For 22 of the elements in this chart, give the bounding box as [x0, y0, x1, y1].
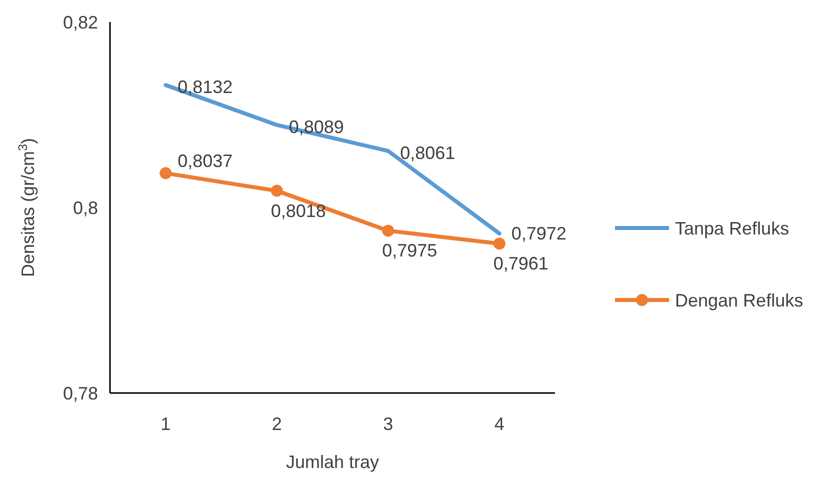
x-axis-title: Jumlah tray [286, 452, 380, 472]
data-label: 0,8132 [178, 77, 233, 98]
data-label: 0,8018 [270, 200, 326, 221]
x-tick-label: 4 [494, 414, 504, 434]
data-label: 0,7972 [511, 223, 566, 244]
y-tick-label: 0,82 [62, 12, 98, 32]
x-tick-label: 2 [272, 414, 282, 434]
point [382, 224, 394, 237]
legend-label: Tanpa Refluks [675, 218, 790, 238]
point [493, 238, 506, 250]
legend-label: Dengan Refluks [675, 290, 804, 310]
data-label: 0,8037 [178, 151, 233, 172]
point [160, 167, 172, 180]
data-label: 0,8061 [400, 142, 456, 163]
y-tick-label: 0,78 [62, 383, 98, 404]
x-tick-label: 3 [383, 414, 394, 434]
x-tick-label: 1 [160, 414, 171, 434]
point [270, 184, 283, 197]
data-label: 0,8089 [288, 116, 344, 137]
data-label: 0,7975 [382, 240, 438, 261]
y-tick-label: 0,8 [72, 198, 98, 218]
data-label: 0,7961 [493, 254, 548, 274]
